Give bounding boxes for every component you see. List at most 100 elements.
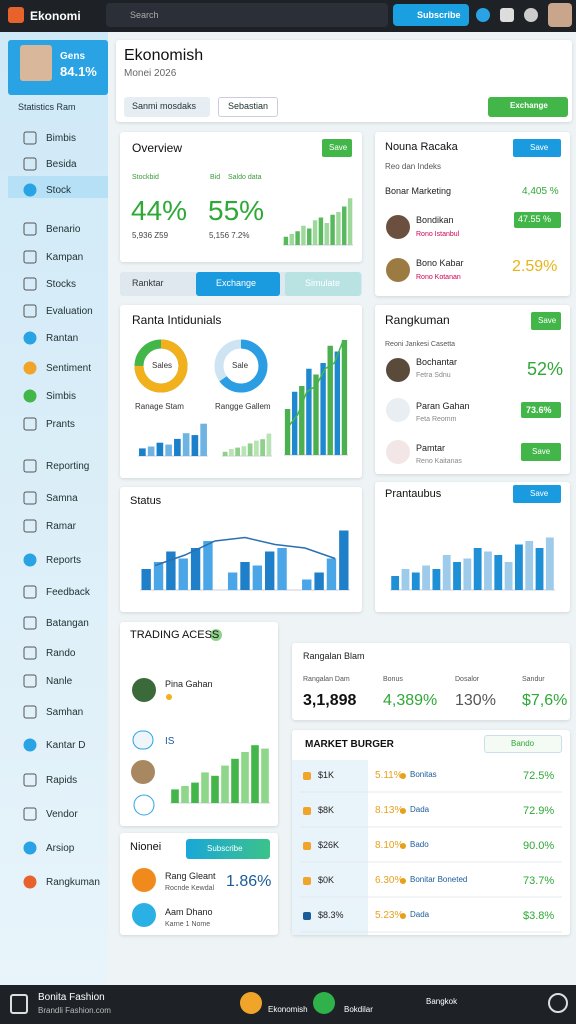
market-cell: 5.11% [375, 770, 403, 781]
bar [182, 433, 190, 456]
card-subtitle: Reo dan Indeks [385, 162, 442, 171]
value-tag: 47.55 % [518, 214, 552, 224]
market-cell: 90.0% [523, 840, 555, 852]
person-name: Pamtar [416, 443, 446, 453]
summary-label: Bonus [383, 676, 403, 683]
avatar[interactable] [548, 3, 572, 27]
bar [301, 225, 306, 245]
nav-item[interactable]: Samna [46, 493, 78, 504]
bar [141, 569, 151, 590]
nav-item[interactable]: Kampan [46, 252, 84, 263]
exchange-tab[interactable] [196, 272, 280, 296]
bar [327, 345, 333, 455]
save-button[interactable] [531, 312, 561, 330]
nav-item[interactable]: Rapids [46, 775, 78, 786]
footer-icon[interactable] [10, 994, 28, 1014]
save-button[interactable] [322, 139, 352, 157]
nav-item[interactable]: Besida [46, 159, 77, 170]
market-cell: 5.23% [375, 910, 404, 921]
bando-button[interactable] [484, 735, 562, 753]
search-box[interactable] [106, 3, 388, 27]
bar [227, 572, 238, 590]
bar [330, 214, 335, 245]
status-dot [400, 843, 406, 849]
row-icon [303, 912, 311, 920]
person-sub: Feta Reomm [416, 416, 457, 423]
save-button[interactable] [521, 443, 561, 461]
nav-item[interactable]: Simbis [46, 391, 77, 402]
bar [235, 447, 240, 456]
nav-item[interactable]: Stocks [46, 279, 77, 290]
nav-item[interactable]: Evaluation [46, 306, 93, 317]
bar [484, 551, 492, 590]
tab-label: Sanmi mosdaks [132, 101, 197, 111]
nav-item[interactable]: Rantan [46, 333, 79, 344]
save-button[interactable] [513, 485, 561, 503]
market-cell: Dada [410, 910, 430, 919]
nav-icon [23, 773, 37, 787]
button-label: Save [329, 143, 348, 152]
value-tag [521, 402, 561, 418]
nav-icon [23, 491, 37, 505]
nav-item[interactable]: Rangkuman [46, 877, 100, 888]
app-icon[interactable] [313, 992, 335, 1014]
nav-icon [23, 331, 37, 345]
footer-icon[interactable] [548, 993, 568, 1013]
nav-icon [23, 131, 37, 145]
avatar [132, 903, 156, 927]
nav-item[interactable]: Feedback [46, 587, 90, 598]
nav-item[interactable]: Sentiment [46, 363, 92, 374]
bar [324, 223, 329, 245]
avatar [386, 215, 410, 239]
bar [401, 569, 410, 590]
tab[interactable] [124, 97, 210, 117]
subscribe-button[interactable] [393, 4, 469, 26]
market-cell: $26K [318, 840, 340, 850]
footer-title: Bonita Fashion [38, 992, 105, 1003]
icon [132, 730, 154, 750]
nav-item[interactable]: Stock [46, 185, 72, 196]
nav-item[interactable]: Samhan [46, 707, 84, 718]
nav-item[interactable]: Bimbis [46, 133, 77, 144]
nav-item[interactable]: Nanle [46, 676, 73, 687]
save-button[interactable] [513, 139, 561, 157]
bar [504, 562, 513, 590]
bar [254, 440, 259, 456]
bar [222, 451, 228, 456]
icon[interactable] [476, 8, 490, 22]
nav-item[interactable]: Batangan [46, 618, 89, 629]
person-value: 2.59% [512, 258, 558, 275]
bar [432, 569, 441, 590]
app-icon[interactable] [240, 992, 262, 1014]
simulate-tab[interactable] [285, 272, 361, 296]
bar [473, 548, 482, 590]
tab-label: Ranktar [132, 278, 164, 288]
bar [422, 565, 431, 590]
bar [241, 446, 247, 456]
nav-item[interactable]: Rando [46, 648, 76, 659]
row-value: 4,405 % [522, 186, 559, 197]
icon[interactable] [524, 8, 538, 22]
bar [334, 351, 341, 455]
tab[interactable] [218, 97, 278, 117]
nav-item[interactable]: Benario [46, 224, 81, 235]
metric-sub: 5,936 Z59 [132, 231, 169, 240]
exchange-button[interactable] [488, 97, 568, 117]
metric-sub: 5,156 7.2% [209, 231, 250, 240]
nav-item[interactable]: Arsiop [46, 843, 75, 854]
bar [166, 551, 176, 590]
nav-item[interactable]: Reports [46, 555, 82, 566]
app-label: Ekonomish [268, 1005, 308, 1014]
nav-item[interactable]: Prants [46, 419, 75, 430]
nav-item[interactable]: Kantar D [46, 740, 86, 751]
bar [190, 548, 201, 590]
bar [171, 789, 179, 803]
nav-item[interactable]: Ramar [46, 521, 77, 532]
icon[interactable] [500, 8, 514, 22]
subscribe-button[interactable] [186, 839, 270, 859]
bar [442, 555, 451, 590]
summary-label: Rangalan Dam [303, 676, 350, 683]
bar [284, 409, 291, 455]
nav-item[interactable]: Reporting [46, 461, 90, 472]
nav-item[interactable]: Vendor [46, 809, 78, 820]
